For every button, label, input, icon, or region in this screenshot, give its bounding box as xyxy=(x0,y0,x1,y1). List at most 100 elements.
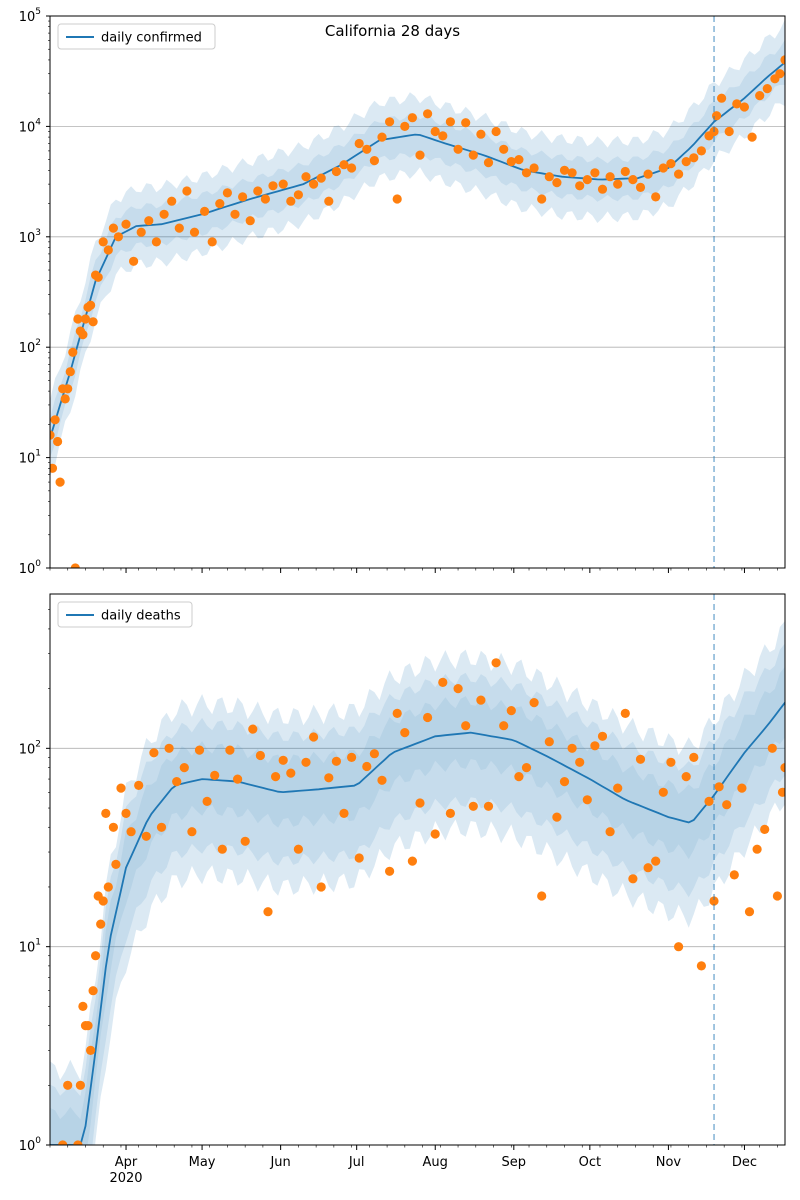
observed-point xyxy=(362,144,372,154)
y-tick-label: 105 xyxy=(19,7,41,25)
observed-point xyxy=(767,743,777,753)
observed-point xyxy=(182,186,192,196)
observed-point xyxy=(752,844,762,854)
observed-point xyxy=(50,430,55,440)
observed-point xyxy=(324,196,334,206)
observed-point xyxy=(674,169,684,179)
x-tick-label: Jun xyxy=(269,1155,290,1170)
observed-point xyxy=(101,808,111,819)
axes-frame xyxy=(49,15,786,569)
observed-point xyxy=(407,113,417,123)
observed-point xyxy=(567,743,577,753)
observed-point xyxy=(354,138,364,149)
observed-point xyxy=(438,131,448,141)
observed-point xyxy=(744,907,755,917)
observed-point xyxy=(620,166,630,177)
observed-point xyxy=(301,172,311,182)
x-tick-label: Jul xyxy=(348,1155,365,1170)
observed-point xyxy=(689,752,699,763)
observed-point xyxy=(151,237,161,247)
observed-point xyxy=(113,232,123,242)
observed-point xyxy=(544,737,554,747)
observed-point xyxy=(136,227,146,237)
observed-point xyxy=(582,795,592,805)
observed-point xyxy=(780,55,785,65)
observed-point xyxy=(50,415,60,425)
observed-point xyxy=(461,118,471,128)
observed-point xyxy=(514,155,524,165)
observed-point xyxy=(144,216,154,226)
observed-point xyxy=(88,986,98,996)
observed-point xyxy=(438,677,448,688)
observed-point xyxy=(423,109,433,119)
observed-point xyxy=(597,184,608,194)
observed-point xyxy=(60,394,70,404)
legend-label: daily confirmed xyxy=(101,31,202,46)
observed-point xyxy=(339,808,349,819)
observed-point xyxy=(590,741,600,751)
observed-point xyxy=(222,188,232,198)
x-year-label: 2020 xyxy=(109,1171,142,1186)
observed-point xyxy=(98,237,108,247)
observed-point xyxy=(215,199,225,209)
observed-point xyxy=(271,772,281,782)
y-tick-exponent: 2 xyxy=(35,338,41,348)
observed-point xyxy=(537,194,547,204)
observed-point xyxy=(75,1080,85,1090)
observed-point xyxy=(53,436,63,447)
legend-label: daily deaths xyxy=(101,609,181,624)
y-tick-base: 10 xyxy=(19,562,36,577)
observed-point xyxy=(202,796,212,807)
observed-point xyxy=(385,866,395,876)
observed-point xyxy=(737,783,747,793)
observed-point xyxy=(689,153,699,163)
observed-point xyxy=(468,801,478,811)
axes-frame xyxy=(49,593,786,1146)
observed-point xyxy=(225,745,235,755)
observed-point xyxy=(696,146,707,156)
observed-point xyxy=(544,172,554,182)
y-tick-exponent: 0 xyxy=(35,559,41,569)
observed-point xyxy=(121,808,131,819)
observed-point xyxy=(63,1080,73,1090)
observed-point xyxy=(476,129,486,139)
observed-point xyxy=(658,163,668,173)
observed-point xyxy=(567,168,577,178)
observed-point xyxy=(339,160,349,170)
observed-point xyxy=(643,169,653,179)
observed-point xyxy=(521,763,532,773)
observed-point xyxy=(93,272,103,282)
observed-point xyxy=(392,194,402,204)
observed-point xyxy=(50,463,58,473)
observed-point xyxy=(651,192,661,202)
observed-point xyxy=(347,163,357,173)
observed-point xyxy=(78,330,88,340)
observed-point xyxy=(83,1021,93,1031)
observed-point xyxy=(658,787,668,797)
observed-point xyxy=(116,783,126,793)
observed-point xyxy=(108,223,118,233)
observed-point xyxy=(98,896,108,906)
x-tick-label: Oct xyxy=(579,1155,601,1170)
observed-point xyxy=(179,763,189,773)
series-line-1 xyxy=(50,702,785,1145)
observed-point xyxy=(499,144,509,154)
observed-point xyxy=(73,1140,83,1145)
observed-point xyxy=(445,808,455,819)
observed-point xyxy=(732,99,742,109)
observed-point xyxy=(65,367,75,377)
observed-point xyxy=(78,1001,88,1012)
y-tick-exponent: 5 xyxy=(35,7,41,17)
observed-point xyxy=(590,168,600,178)
observed-point xyxy=(666,757,676,767)
observed-point xyxy=(233,774,243,784)
observed-point xyxy=(407,856,417,866)
observed-point xyxy=(293,844,303,854)
observed-point xyxy=(704,796,714,807)
observed-point xyxy=(240,836,250,846)
observed-point xyxy=(772,891,783,901)
legend-box xyxy=(57,601,193,628)
y-tick-exponent: 3 xyxy=(35,228,41,238)
observed-point xyxy=(194,745,205,755)
